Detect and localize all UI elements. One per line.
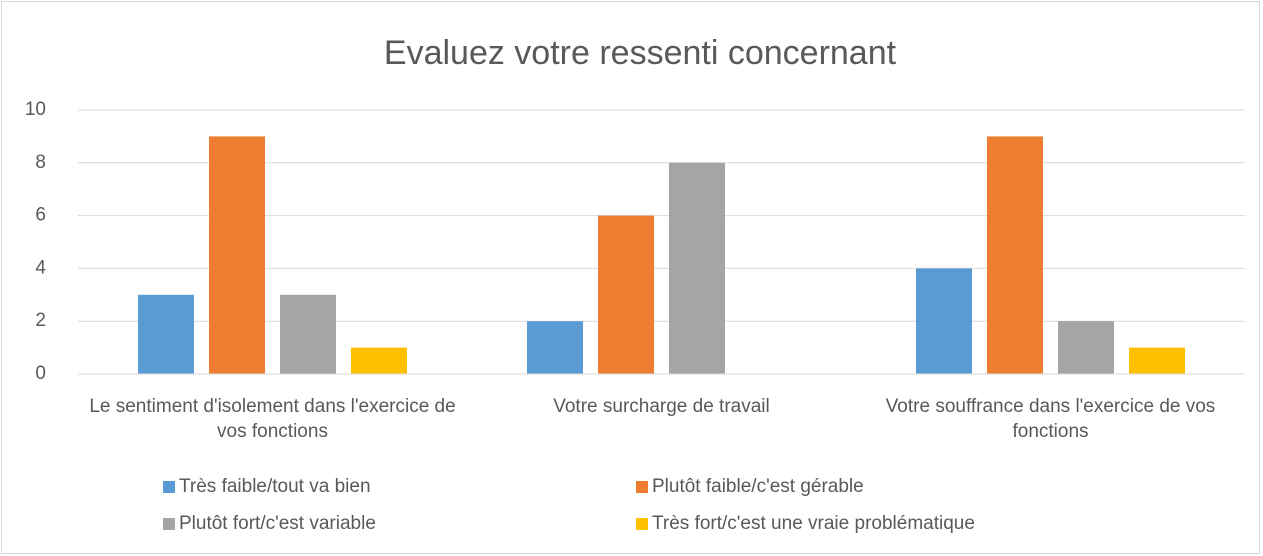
- legend-swatch: [636, 518, 648, 530]
- bar: [138, 294, 194, 374]
- bar: [1129, 347, 1185, 374]
- bar: [280, 294, 336, 374]
- bar: [598, 215, 654, 374]
- legend-swatch: [636, 481, 648, 493]
- legend-label: Très faible/tout va bien: [179, 476, 371, 497]
- bar: [209, 136, 265, 374]
- legend-swatch: [163, 481, 175, 493]
- bar: [916, 268, 972, 374]
- y-tick-label: 0: [35, 363, 46, 384]
- x-tick-label: Votre souffrance dans l'exercice de vos …: [885, 396, 1216, 442]
- y-tick-label: 10: [25, 99, 46, 120]
- legend-label: Très fort/c'est une vraie problématique: [652, 513, 975, 534]
- bar: [1058, 321, 1114, 374]
- legend-label: Plutôt fort/c'est variable: [179, 513, 376, 534]
- legend-label: Plutôt faible/c'est gérable: [652, 476, 864, 497]
- x-tick-label: Le sentiment d'isolement dans l'exercice…: [89, 396, 456, 442]
- legend-swatch: [163, 518, 175, 530]
- y-tick-label: 4: [35, 257, 46, 278]
- bar: [987, 136, 1043, 374]
- y-tick-label: 6: [35, 205, 46, 226]
- bar: [527, 321, 583, 374]
- bar: [351, 347, 407, 374]
- chart-title: Evaluez votre ressenti concernant: [384, 34, 897, 72]
- x-tick-label: Votre surcharge de travail: [553, 396, 770, 417]
- y-tick-label: 8: [35, 152, 46, 173]
- bar: [669, 162, 725, 374]
- y-tick-label: 2: [35, 310, 46, 331]
